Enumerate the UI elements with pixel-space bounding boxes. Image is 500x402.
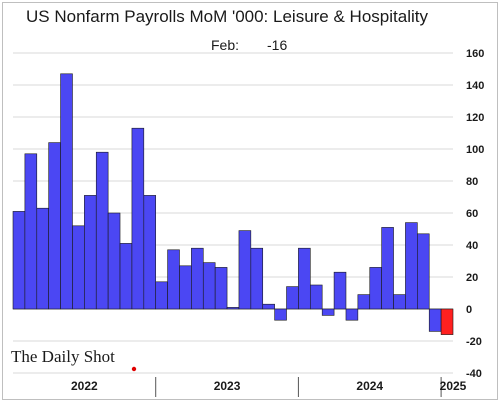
bar	[95, 151, 109, 310]
y-tick-label: -20	[466, 336, 482, 348]
chart-title: US Nonfarm Payrolls MoM '000: Leisure & …	[26, 7, 428, 26]
bar	[298, 247, 311, 310]
y-tick-label: 40	[466, 240, 478, 252]
y-tick-label: 80	[466, 176, 478, 188]
x-year-label: 2022	[71, 379, 98, 393]
bar	[309, 284, 323, 310]
y-tick-label: 20	[466, 272, 478, 284]
x-year-label: 2025	[440, 379, 467, 393]
y-tick-label: 100	[466, 144, 484, 156]
annotation-label: Feb:	[211, 37, 239, 53]
bar	[250, 247, 264, 310]
bar	[24, 153, 38, 310]
bar	[119, 243, 133, 310]
logo-text: The Daily Shot	[11, 347, 115, 366]
bar	[286, 286, 299, 310]
x-year-label: 2024	[356, 379, 383, 393]
bar	[226, 307, 240, 310]
bar-highlight	[440, 308, 454, 335]
bar	[345, 308, 359, 321]
bars	[12, 73, 454, 335]
bar	[428, 308, 442, 332]
bar	[107, 212, 121, 310]
bar	[202, 262, 216, 310]
x-axis: 2022 2023 2024 2025	[71, 377, 467, 397]
chart: -40 -20 0 20 40 60 80 100 120 140 160 2022 2023 2024…	[11, 7, 484, 397]
bar	[417, 233, 430, 310]
y-axis-ticks: -40 -20 0 20 40 60 80 100 120 140 160	[466, 48, 484, 380]
annotation-value: -16	[267, 37, 287, 53]
source-logo: The Daily Shot	[11, 347, 137, 372]
bar	[393, 294, 406, 310]
y-tick-label: 60	[466, 208, 478, 220]
bar	[36, 207, 49, 310]
x-year-label: 2023	[214, 379, 241, 393]
bar	[84, 195, 97, 310]
y-tick-label: 0	[466, 304, 472, 316]
bar	[369, 267, 382, 310]
bar	[155, 281, 168, 310]
logo-dot	[131, 366, 137, 372]
bar	[143, 195, 157, 310]
bar	[405, 222, 418, 310]
bar	[191, 247, 204, 310]
bar	[167, 249, 180, 310]
y-tick-label: 160	[466, 48, 484, 60]
bar	[357, 294, 371, 310]
bar	[274, 308, 287, 321]
bar	[262, 303, 275, 310]
bar	[214, 267, 228, 310]
bar	[12, 211, 26, 310]
grid-lines	[13, 52, 453, 374]
bar	[238, 230, 252, 310]
bar	[381, 227, 394, 310]
bar	[131, 127, 145, 310]
y-tick-label: -40	[466, 368, 482, 380]
y-tick-label: 140	[466, 80, 484, 92]
bar	[333, 271, 347, 310]
bar	[48, 142, 61, 310]
bar	[179, 265, 192, 310]
bar	[72, 225, 85, 310]
bar	[60, 73, 73, 310]
bar	[321, 308, 335, 316]
y-tick-label: 120	[466, 112, 484, 124]
